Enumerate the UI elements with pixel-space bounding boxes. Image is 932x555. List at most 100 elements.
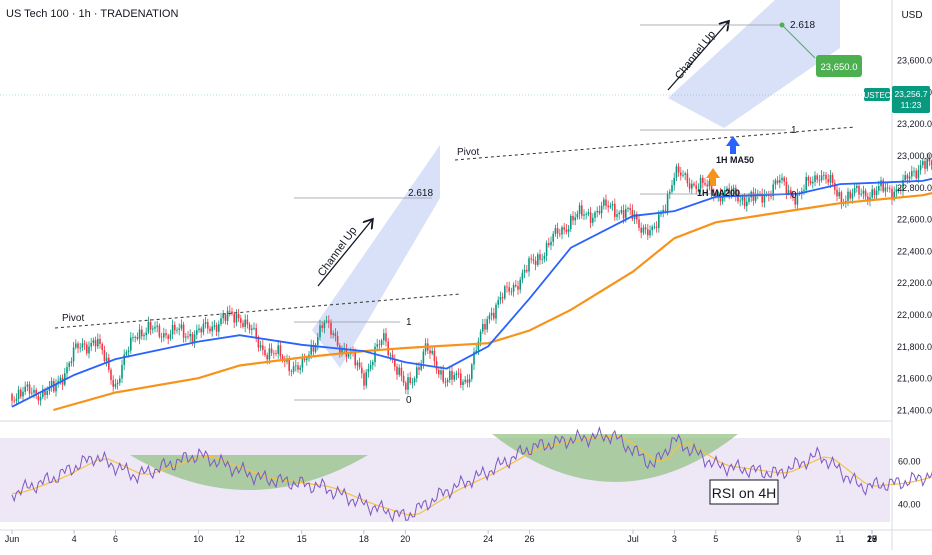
candle-body [693, 183, 695, 186]
time-axis-tick: 23 [867, 534, 877, 544]
candle-body [290, 371, 293, 372]
candle-body [537, 254, 539, 265]
candle-body [165, 333, 167, 336]
candle-body [226, 310, 229, 321]
candle-body [882, 180, 884, 192]
rsi-ma-line [12, 435, 932, 516]
candle-body [266, 355, 268, 360]
price-axis-tick: 21,400.0 [897, 406, 932, 416]
candle-body [94, 340, 97, 347]
candle-body [607, 205, 609, 208]
candle-body [675, 166, 678, 178]
candle-body [37, 395, 40, 401]
candle-body [187, 336, 189, 338]
candle-body [125, 352, 128, 355]
candle-body [688, 183, 691, 189]
candle-body [699, 177, 702, 189]
candle-body [369, 365, 372, 369]
candle-body [154, 326, 156, 329]
time-axis-tick: Jun [5, 534, 20, 544]
candle-body [268, 348, 271, 360]
candle-body [286, 359, 288, 362]
candle-body [255, 327, 257, 337]
candle-body [858, 185, 860, 195]
candle-body [517, 286, 519, 290]
candle-body [321, 325, 323, 329]
price-axis-tick: 22,200.0 [897, 278, 932, 288]
candle-body [583, 214, 585, 216]
ma50-label: 1H MA50 [716, 155, 754, 165]
candle-body [367, 368, 370, 373]
candle-body [482, 323, 484, 332]
candle-body [365, 372, 367, 386]
candle-body [501, 297, 504, 299]
candle-body [145, 332, 147, 336]
candle-body [297, 365, 299, 370]
candle-body [220, 318, 222, 325]
price-axis-tick: 21,800.0 [897, 342, 932, 352]
candle-body [600, 205, 603, 214]
candle-body [209, 328, 211, 332]
candle-body [647, 229, 649, 236]
candle-body [372, 362, 374, 366]
candle-body [891, 188, 893, 200]
candle-body [878, 186, 880, 191]
candle-body [77, 343, 79, 349]
channel-up-shade-2 [668, 0, 840, 128]
candle-body [889, 188, 891, 190]
candle-body [741, 196, 744, 201]
candle-body [385, 333, 387, 342]
candle-body [180, 324, 183, 329]
candle-body [108, 357, 110, 370]
candle-body [301, 358, 304, 368]
candle-body [215, 325, 218, 332]
candle-body [761, 193, 763, 203]
candle-body [913, 170, 915, 172]
candle-body [625, 208, 627, 219]
candle-body [354, 352, 356, 366]
time-axis-tick: 25 [867, 534, 877, 544]
candle-body [17, 389, 20, 399]
candle-body [466, 379, 469, 383]
candle-body [592, 217, 594, 223]
price-axis-tick: 23,600.0 [897, 56, 932, 66]
candle-body [389, 354, 392, 356]
candle-body [440, 370, 442, 375]
candle-body [15, 398, 18, 401]
candle-body [917, 170, 920, 179]
candle-body [224, 314, 227, 321]
candle-body [44, 389, 46, 396]
candle-body [484, 323, 486, 330]
candle-body [475, 350, 477, 352]
candle-body [919, 165, 922, 171]
fib-2618-label-1: 2.618 [408, 188, 433, 199]
time-axis-tick: 9 [796, 534, 801, 544]
candle-body [444, 381, 447, 383]
ma200-up-arrow [706, 168, 720, 186]
candle-body [528, 258, 530, 272]
candle-body [655, 226, 658, 228]
target-price-label: 23,650.0 [821, 62, 858, 73]
candle-body [853, 188, 856, 194]
channel-up-shade-1 [312, 145, 440, 368]
candle-body [677, 166, 680, 173]
candle-body [319, 325, 321, 338]
candle-body [779, 180, 781, 183]
candle-body [851, 193, 854, 199]
candle-body [521, 272, 524, 280]
candle-body [317, 337, 319, 345]
candle-body [152, 328, 154, 330]
candle-body [563, 227, 565, 230]
candle-body [398, 367, 400, 375]
candle-body [141, 329, 143, 337]
candle-body [288, 359, 290, 372]
candle-body [418, 367, 420, 370]
candle-body [834, 183, 836, 190]
candle-body [554, 228, 557, 234]
candle-body [198, 328, 200, 331]
candle-body [416, 367, 418, 379]
candle-body [88, 346, 90, 354]
candle-body [99, 338, 101, 344]
candle-body [356, 362, 359, 366]
candle-body [651, 226, 653, 231]
